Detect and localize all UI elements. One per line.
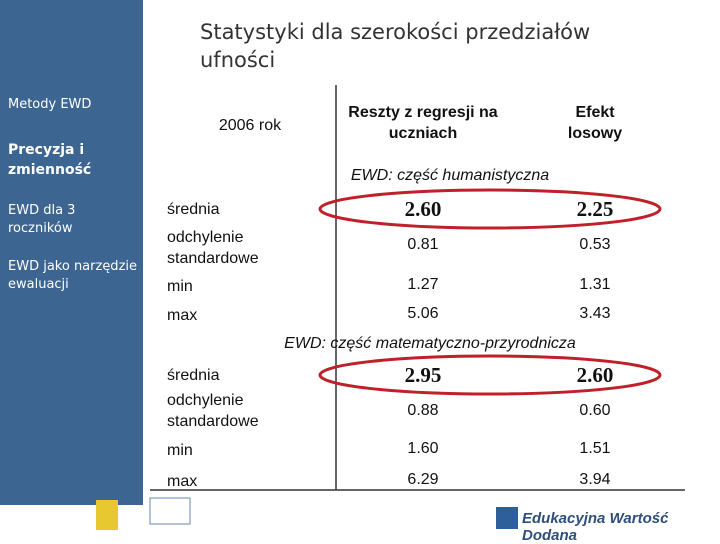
title: Statystyki dla szerokości przedziałów uf…: [200, 20, 591, 72]
cell: 2.60: [404, 197, 442, 221]
cell: 0.88: [407, 402, 439, 419]
cell: 1.51: [579, 440, 611, 457]
header: Efekt losowy: [567, 104, 623, 142]
section-title: EWD: część matematyczno-przyrodnicza: [284, 335, 576, 352]
row-label: max: [167, 473, 198, 490]
row-label: min: [167, 278, 193, 295]
cell: 1.31: [579, 276, 611, 293]
cell: 2.95: [404, 363, 442, 387]
header: Reszty z regresji na uczniach: [348, 104, 498, 142]
nav-item[interactable]: Metody EWD: [8, 97, 92, 112]
sidebar: [0, 0, 143, 505]
cell: 3.43: [579, 305, 611, 322]
row-label: odchylenie standardowe: [167, 229, 259, 267]
cell: 1.27: [407, 276, 439, 293]
cell: 1.60: [407, 440, 439, 457]
section-title: EWD: część humanistyczna: [350, 167, 550, 184]
cell: 0.81: [407, 236, 439, 253]
row-label: średnia: [167, 367, 220, 384]
cell: 3.94: [579, 471, 611, 488]
nav-item[interactable]: EWD dla 3 roczników: [8, 203, 76, 236]
cell: 2.60: [576, 363, 614, 387]
footer-logo: Edukacyjna Wartość Dodana: [522, 510, 669, 544]
cell: 0.53: [579, 236, 611, 253]
cell: 5.06: [407, 305, 439, 322]
nav-item[interactable]: EWD jako narzędzie ewaluacji: [8, 259, 137, 292]
row-label: odchylenie standardowe: [167, 392, 259, 430]
cell: 0.60: [579, 402, 611, 419]
header: 2006 rok: [218, 117, 282, 134]
cell: 2.25: [576, 197, 614, 221]
nav-item[interactable]: Precyzja i zmienność: [8, 142, 92, 178]
row-label: średnia: [167, 201, 220, 218]
row-label: min: [167, 442, 193, 459]
row-label: max: [167, 307, 198, 324]
cell: 6.29: [407, 471, 439, 488]
